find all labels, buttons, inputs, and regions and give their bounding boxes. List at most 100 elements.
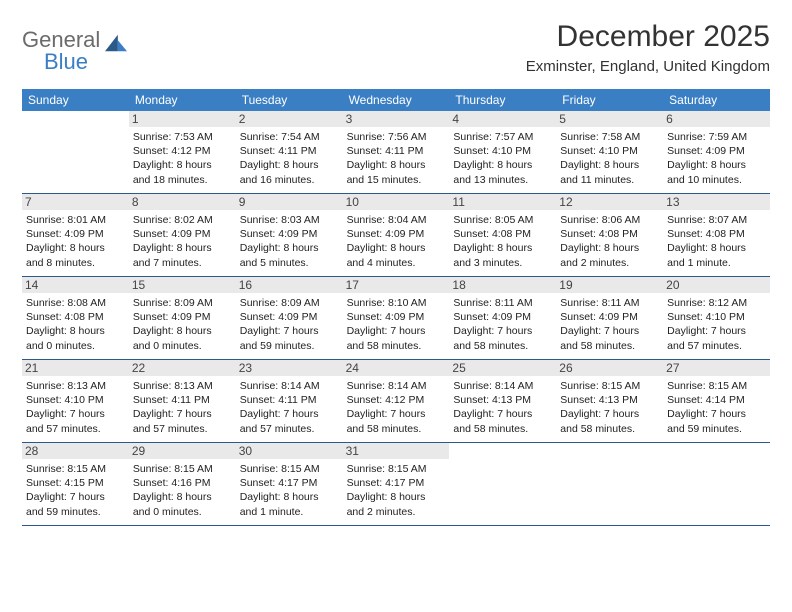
- day-cell: 13Sunrise: 8:07 AMSunset: 4:08 PMDayligh…: [663, 194, 770, 276]
- day-cell: 3Sunrise: 7:56 AMSunset: 4:11 PMDaylight…: [343, 111, 450, 193]
- daylight-text: Daylight: 8 hours: [453, 241, 552, 255]
- sunset-text: Sunset: 4:16 PM: [133, 476, 232, 490]
- daylight-text: and 2 minutes.: [560, 256, 659, 270]
- day-cell: 30Sunrise: 8:15 AMSunset: 4:17 PMDayligh…: [236, 443, 343, 525]
- daylight-text: Daylight: 8 hours: [133, 324, 232, 338]
- daylight-text: and 10 minutes.: [667, 173, 766, 187]
- sunrise-text: Sunrise: 7:54 AM: [240, 130, 339, 144]
- weekday-header: Sunday: [22, 89, 129, 111]
- week-row: 1Sunrise: 7:53 AMSunset: 4:12 PMDaylight…: [22, 111, 770, 194]
- daylight-text: Daylight: 8 hours: [453, 158, 552, 172]
- daylight-text: Daylight: 7 hours: [26, 407, 125, 421]
- day-cell: 24Sunrise: 8:14 AMSunset: 4:12 PMDayligh…: [343, 360, 450, 442]
- daylight-text: Daylight: 7 hours: [453, 407, 552, 421]
- daylight-text: Daylight: 7 hours: [26, 490, 125, 504]
- sunset-text: Sunset: 4:10 PM: [26, 393, 125, 407]
- day-number: 31: [343, 443, 450, 459]
- day-cell: 27Sunrise: 8:15 AMSunset: 4:14 PMDayligh…: [663, 360, 770, 442]
- month-title: December 2025: [526, 20, 770, 54]
- sunset-text: Sunset: 4:09 PM: [347, 310, 446, 324]
- day-number: 9: [236, 194, 343, 210]
- week-row: 28 Sunrise: 8:15 AM Sunset: 4:15 PMDayligh…: [22, 443, 770, 526]
- sunrise-text: Sunrise: 8:11 AM: [453, 296, 552, 310]
- day-number: 26: [556, 360, 663, 376]
- daylight-text: and 0 minutes.: [26, 339, 125, 353]
- day-cell: [663, 443, 770, 525]
- daylight-text: and 18 minutes.: [133, 173, 232, 187]
- sunset-text: Sunset: 4:15 PM: [26, 476, 125, 490]
- day-cell: 19Sunrise: 8:11 AMSunset: 4:09 PMDayligh…: [556, 277, 663, 359]
- day-number: 11: [449, 194, 556, 210]
- day-number: 10: [343, 194, 450, 210]
- daylight-text: Daylight: 7 hours: [453, 324, 552, 338]
- daylight-text: Daylight: 8 hours: [133, 241, 232, 255]
- brand-logo: General Blue: [22, 20, 127, 72]
- daylight-text: Daylight: 7 hours: [347, 324, 446, 338]
- sunrise-text: Sunrise: 7:59 AM: [667, 130, 766, 144]
- weekday-header-row: SundayMondayTuesdayWednesdayThursdayFrid…: [22, 89, 770, 111]
- daylight-text: and 13 minutes.: [453, 173, 552, 187]
- daylight-text: and 59 minutes.: [26, 505, 125, 519]
- sunrise-text: Sunrise: 8:02 AM: [133, 213, 232, 227]
- sunset-text: Sunset: 4:08 PM: [453, 227, 552, 241]
- day-number: 30: [236, 443, 343, 459]
- weekday-header: Monday: [129, 89, 236, 111]
- day-number: 12: [556, 194, 663, 210]
- weekday-header: Friday: [556, 89, 663, 111]
- daylight-text: Daylight: 8 hours: [347, 241, 446, 255]
- weeks-container: 1Sunrise: 7:53 AMSunset: 4:12 PMDaylight…: [22, 111, 770, 526]
- day-cell: 28Sunrise: 8:15 AMSunset: 4:15 PMDayligh…: [22, 443, 129, 525]
- daylight-text: Daylight: 7 hours: [560, 407, 659, 421]
- daylight-text: Daylight: 8 hours: [667, 158, 766, 172]
- daylight-text: and 1 minute.: [667, 256, 766, 270]
- daylight-text: and 58 minutes.: [347, 339, 446, 353]
- day-number: 27: [663, 360, 770, 376]
- daylight-text: Daylight: 7 hours: [133, 407, 232, 421]
- sunrise-text: Sunrise: 8:03 AM: [240, 213, 339, 227]
- day-number: 3: [343, 111, 450, 127]
- sunset-text: Sunset: 4:12 PM: [347, 393, 446, 407]
- daylight-text: and 2 minutes.: [347, 505, 446, 519]
- daylight-text: Daylight: 8 hours: [347, 158, 446, 172]
- daylight-text: and 8 minutes.: [26, 256, 125, 270]
- sunrise-text: Sunrise: 8:15 AM: [560, 379, 659, 393]
- daylight-text: and 57 minutes.: [133, 422, 232, 436]
- day-cell: 9Sunrise: 8:03 AMSunset: 4:09 PMDaylight…: [236, 194, 343, 276]
- sunset-text: Sunset: 4:10 PM: [453, 144, 552, 158]
- sunrise-text: Sunrise: 8:08 AM: [26, 296, 125, 310]
- sunrise-text: Sunrise: 8:14 AM: [453, 379, 552, 393]
- sunset-text: Sunset: 4:13 PM: [453, 393, 552, 407]
- daylight-text: Daylight: 8 hours: [240, 158, 339, 172]
- day-cell: 17Sunrise: 8:10 AMSunset: 4:09 PMDayligh…: [343, 277, 450, 359]
- day-number: 16: [236, 277, 343, 293]
- day-cell: 1Sunrise: 7:53 AMSunset: 4:12 PMDaylight…: [129, 111, 236, 193]
- day-cell: 18Sunrise: 8:11 AMSunset: 4:09 PMDayligh…: [449, 277, 556, 359]
- daylight-text: and 57 minutes.: [667, 339, 766, 353]
- daylight-text: and 0 minutes.: [133, 505, 232, 519]
- sunrise-text: Sunrise: 8:09 AM: [133, 296, 232, 310]
- day-cell: 31Sunrise: 8:15 AMSunset: 4:17 PMDayligh…: [343, 443, 450, 525]
- daylight-text: Daylight: 8 hours: [133, 158, 232, 172]
- day-number: 4: [449, 111, 556, 127]
- day-number: 5: [556, 111, 663, 127]
- weekday-header: Wednesday: [343, 89, 450, 111]
- daylight-text: Daylight: 8 hours: [240, 241, 339, 255]
- day-number: 15: [129, 277, 236, 293]
- sunrise-text: Sunrise: 8:04 AM: [347, 213, 446, 227]
- day-cell: 23Sunrise: 8:14 AMSunset: 4:11 PMDayligh…: [236, 360, 343, 442]
- day-cell: 16Sunrise: 8:09 AMSunset: 4:09 PMDayligh…: [236, 277, 343, 359]
- sunrise-text: Sunrise: 8:15 AM: [240, 462, 339, 476]
- sunset-text: Sunset: 4:17 PM: [347, 476, 446, 490]
- sunrise-text: Sunrise: 7:58 AM: [560, 130, 659, 144]
- daylight-text: and 11 minutes.: [560, 173, 659, 187]
- day-cell: [556, 443, 663, 525]
- day-number: 24: [343, 360, 450, 376]
- sunrise-text: Sunrise: 8:15 AM: [347, 462, 446, 476]
- day-number: 28: [22, 443, 129, 459]
- day-cell: 21Sunrise: 8:13 AMSunset: 4:10 PMDayligh…: [22, 360, 129, 442]
- sunrise-text: Sunrise: 8:11 AM: [560, 296, 659, 310]
- day-cell: [449, 443, 556, 525]
- day-cell: 29Sunrise: 8:15 AMSunset: 4:16 PMDayligh…: [129, 443, 236, 525]
- sunrise-text: Sunrise: 8:13 AM: [133, 379, 232, 393]
- daylight-text: Daylight: 7 hours: [240, 407, 339, 421]
